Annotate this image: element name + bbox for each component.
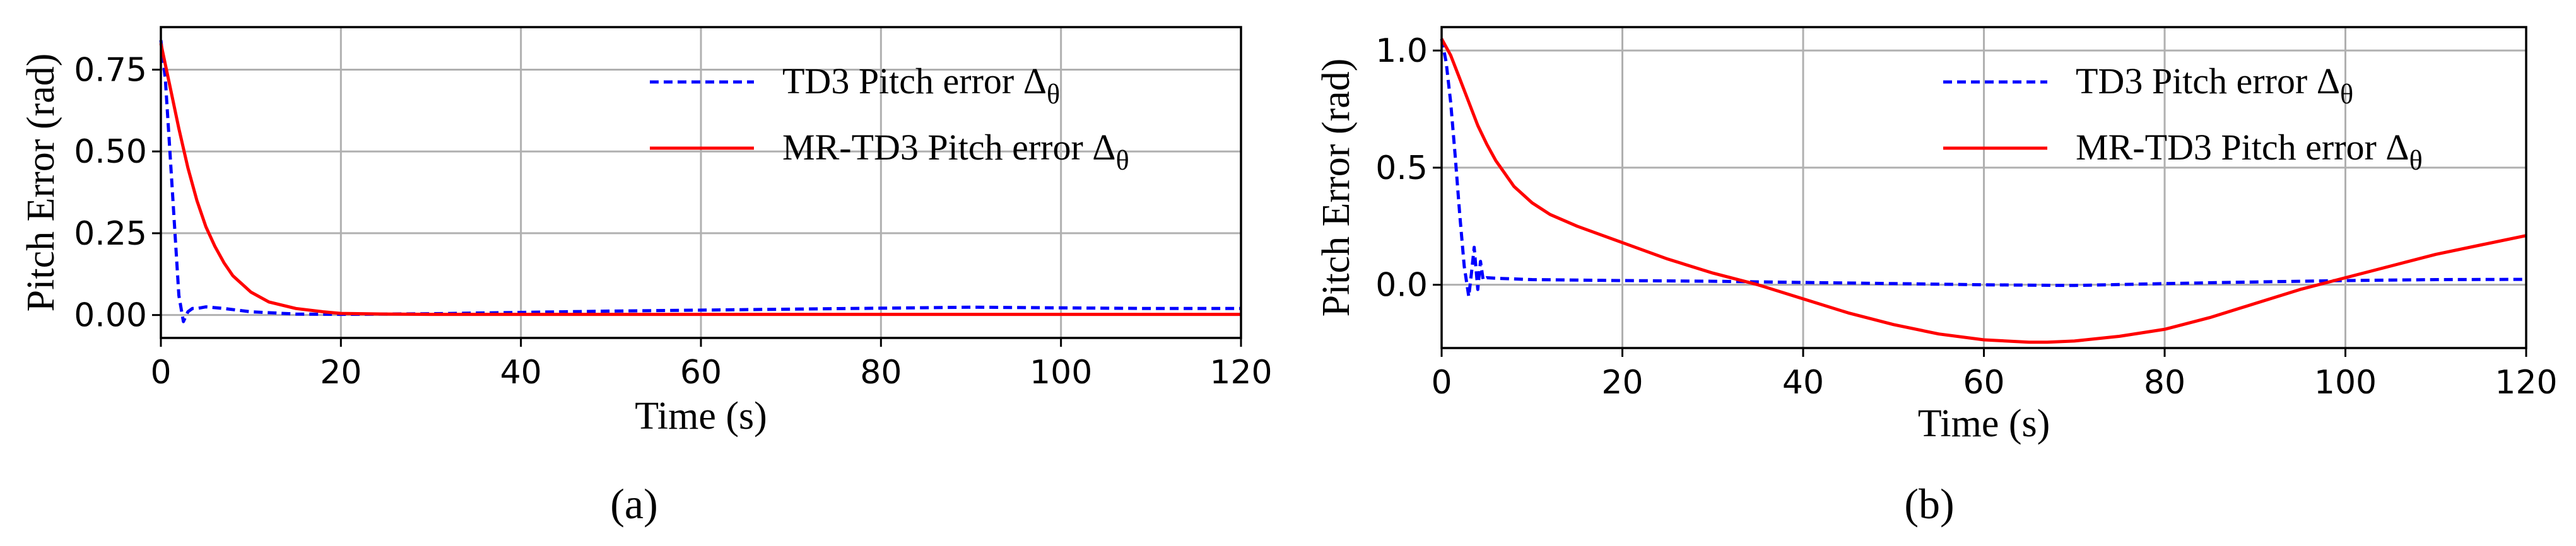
x-ticks-b: 0 20 40 60 80 100 120: [1431, 348, 2558, 402]
grid-lines-b: [1440, 27, 2527, 348]
x-tick-label: 100: [1030, 354, 1092, 392]
legend-label-td3-b-sub: θ: [2340, 79, 2353, 110]
y-tick-label: 0.5: [1375, 149, 1428, 187]
series-line-mrtd3: [159, 43, 1241, 317]
y-tick-label: 0.50: [74, 133, 147, 171]
x-tick-label: 20: [1601, 364, 1643, 402]
x-tick-label: 60: [680, 354, 722, 392]
legend-a: TD3 Pitch error Δθ MR-TD3 Pitch error Δθ: [650, 61, 1129, 176]
chart-panel-a: 0 20 40 60 80 100 120 0.00 0.25 0.50 0.75 Time (s…: [20, 26, 1273, 528]
legend-label-td3-b-main: TD3 Pitch error Δ: [2076, 61, 2340, 102]
x-tick-label: 80: [860, 354, 902, 392]
caption-a: (a): [610, 480, 657, 528]
grid-lines-a: [160, 27, 1242, 338]
legend-b: TD3 Pitch error Δθ MR-TD3 Pitch error Δθ: [1943, 61, 2423, 176]
x-axis-label-b: Time (s): [1918, 402, 2050, 445]
x-tick-label: 20: [320, 354, 362, 392]
legend-label-td3-a: TD3 Pitch error Δθ: [782, 61, 1060, 110]
y-tick-label: 0.0: [1375, 267, 1428, 305]
legend-label-mrtd3-b: MR-TD3 Pitch error Δθ: [2076, 127, 2423, 176]
y-axis-label-b: Pitch Error (rad): [1315, 59, 1358, 317]
series-line-mrtd3: [1440, 38, 2527, 344]
legend-label-mrtd3-a-sub: θ: [1116, 145, 1129, 176]
chart-panel-b: 0 20 40 60 80 100 120 0.0 0.5 1.0 Time (s) Pitch…: [1315, 26, 2558, 528]
x-tick-label: 120: [1209, 354, 1272, 392]
legend-label-td3-a-sub: θ: [1047, 79, 1060, 110]
x-tick-label: 0: [1431, 364, 1452, 402]
series-group-b: [1440, 38, 2527, 344]
x-tick-label: 80: [2144, 364, 2185, 402]
legend-label-td3-b: TD3 Pitch error Δθ: [2076, 61, 2353, 110]
series-group-a: [159, 40, 1241, 323]
y-tick-label: 1.0: [1375, 32, 1428, 70]
caption-b: (b): [1904, 480, 1954, 528]
y-tick-label: 0.75: [74, 51, 147, 89]
y-tick-label: 0.25: [74, 215, 147, 253]
legend-label-mrtd3-a: MR-TD3 Pitch error Δθ: [782, 127, 1129, 176]
legend-label-td3-a-main: TD3 Pitch error Δ: [782, 61, 1047, 102]
y-ticks-a: 0.00 0.25 0.50 0.75: [74, 51, 161, 335]
x-tick-label: 40: [1782, 364, 1824, 402]
x-tick-label: 120: [2495, 364, 2557, 402]
y-ticks-b: 0.0 0.5 1.0: [1375, 32, 1442, 305]
x-tick-label: 0: [150, 354, 171, 392]
y-axis-label-a: Pitch Error (rad): [20, 54, 62, 312]
x-tick-label: 100: [2314, 364, 2377, 402]
legend-label-mrtd3-b-main: MR-TD3 Pitch error Δ: [2076, 127, 2409, 168]
legend-label-mrtd3-a-main: MR-TD3 Pitch error Δ: [782, 127, 1116, 168]
x-axis-label-a: Time (s): [635, 395, 767, 438]
x-tick-label: 40: [500, 354, 542, 392]
x-ticks-a: 0 20 40 60 80 100 120: [150, 338, 1273, 392]
series-line-td3: [159, 40, 1241, 323]
x-tick-label: 60: [1963, 364, 2004, 402]
y-tick-label: 0.00: [74, 297, 147, 335]
legend-label-mrtd3-b-sub: θ: [2409, 145, 2423, 176]
